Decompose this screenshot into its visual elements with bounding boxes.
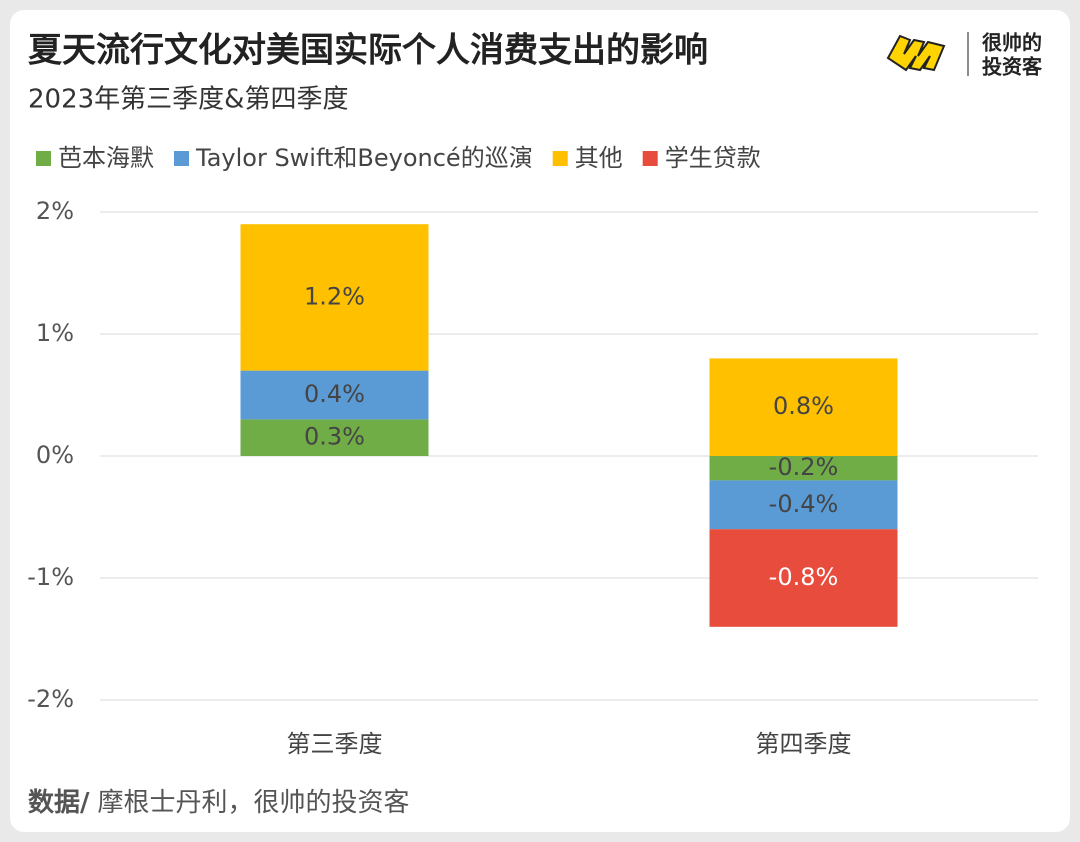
y-tick-label: -1% — [27, 563, 74, 591]
bar-segment — [709, 529, 898, 627]
legend-swatch — [36, 151, 51, 166]
data-label: -0.8% — [769, 563, 839, 591]
source-label: 数据/ — [28, 788, 90, 818]
logo-icon — [886, 34, 946, 72]
data-label: 1.2% — [304, 282, 365, 310]
y-tick-label: 1% — [36, 319, 74, 347]
bar-segment — [240, 224, 429, 371]
legend-label: Taylor Swift和Beyoncé的巡演 — [195, 144, 533, 172]
x-tick-label: 第四季度 — [756, 730, 852, 758]
bar-segment — [709, 456, 898, 481]
source-text: 摩根士丹利，很帅的投资客 — [98, 788, 410, 818]
legend-swatch — [552, 151, 568, 166]
data-label: 0.4% — [304, 380, 365, 408]
legend-swatch — [174, 151, 189, 166]
bar-segment — [240, 370, 429, 420]
data-label: -0.2% — [769, 453, 839, 481]
x-tick-label: 第三季度 — [287, 730, 383, 758]
chart-subtitle: 2023年第三季度&第四季度 — [28, 85, 348, 115]
data-label: -0.4% — [769, 490, 839, 518]
logo — [886, 32, 969, 76]
legend-label: 其他 — [575, 144, 623, 172]
source: 数据/摩根士丹利，很帅的投资客 — [28, 788, 410, 818]
bar-segment — [240, 419, 429, 456]
bar-segment — [709, 480, 898, 530]
brand-text: 投资客 — [982, 55, 1043, 79]
data-label: 0.8% — [773, 392, 834, 420]
y-tick-label: 0% — [36, 441, 74, 469]
brand-text: 很帅的 — [982, 31, 1042, 55]
chart-title: 夏天流行文化对美国实际个人消费支出的影响 — [28, 31, 708, 71]
legend-label: 芭本海默 — [58, 144, 154, 172]
legend-label: 学生贷款 — [665, 144, 761, 172]
bar-segment — [709, 358, 898, 456]
data-label: 0.3% — [304, 423, 365, 451]
legend-swatch — [642, 151, 658, 166]
y-tick-label: 2% — [36, 197, 74, 225]
y-tick-label: -2% — [27, 685, 74, 713]
